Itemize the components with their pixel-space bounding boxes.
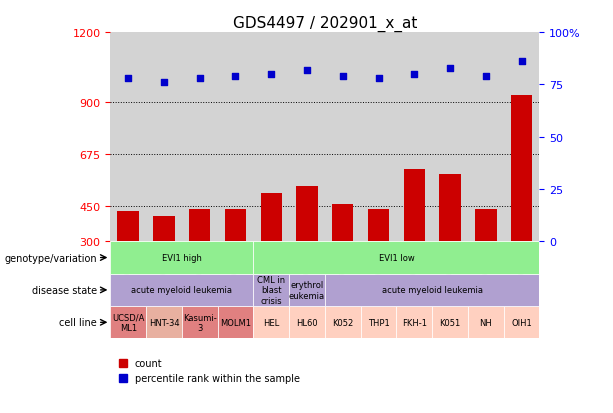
FancyBboxPatch shape [325, 274, 539, 306]
FancyBboxPatch shape [253, 306, 289, 339]
Text: MOLM1: MOLM1 [220, 318, 251, 327]
Bar [261, 193, 282, 311]
Text: K052: K052 [332, 318, 353, 327]
Point [373, 76, 384, 82]
Text: erythrol
eukemia: erythrol eukemia [289, 280, 325, 300]
FancyBboxPatch shape [253, 274, 289, 306]
Point [409, 71, 419, 78]
Point [230, 74, 240, 80]
Text: THP1: THP1 [368, 318, 389, 327]
Title: GDS4497 / 202901_x_at: GDS4497 / 202901_x_at [233, 16, 417, 32]
FancyBboxPatch shape [146, 306, 182, 339]
Point [123, 76, 133, 82]
FancyBboxPatch shape [289, 274, 325, 306]
Text: acute myeloid leukemia: acute myeloid leukemia [131, 286, 232, 295]
Text: disease state: disease state [32, 285, 97, 295]
Text: acute myeloid leukemia: acute myeloid leukemia [382, 286, 482, 295]
Text: HEL: HEL [263, 318, 280, 327]
Point [445, 65, 455, 72]
FancyBboxPatch shape [110, 242, 253, 274]
Bar [475, 209, 497, 311]
Text: NH: NH [479, 318, 492, 327]
Bar [189, 209, 210, 311]
Point [481, 74, 490, 80]
Point [338, 74, 348, 80]
FancyBboxPatch shape [182, 306, 218, 339]
Point [517, 59, 527, 66]
FancyBboxPatch shape [468, 306, 504, 339]
Bar [511, 96, 532, 311]
Text: K051: K051 [440, 318, 460, 327]
Bar [368, 209, 389, 311]
Bar [440, 175, 461, 311]
Text: OIH1: OIH1 [511, 318, 532, 327]
Bar [153, 216, 175, 311]
FancyBboxPatch shape [432, 306, 468, 339]
FancyBboxPatch shape [325, 306, 360, 339]
Text: Kasumi-
3: Kasumi- 3 [183, 313, 216, 332]
Point [159, 80, 169, 86]
Text: FKH-1: FKH-1 [402, 318, 427, 327]
FancyBboxPatch shape [110, 274, 253, 306]
Point [195, 76, 205, 82]
Bar [118, 211, 139, 311]
FancyBboxPatch shape [218, 306, 253, 339]
Text: EVI1 low: EVI1 low [379, 254, 414, 262]
FancyBboxPatch shape [253, 242, 539, 274]
Point [302, 67, 312, 74]
FancyBboxPatch shape [504, 306, 539, 339]
Bar [403, 170, 425, 311]
FancyBboxPatch shape [289, 306, 325, 339]
Text: UCSD/A
ML1: UCSD/A ML1 [112, 313, 145, 332]
FancyBboxPatch shape [360, 306, 397, 339]
Bar [332, 205, 354, 311]
Text: HL60: HL60 [296, 318, 318, 327]
Bar [296, 186, 318, 311]
Legend: count, percentile rank within the sample: count, percentile rank within the sample [115, 354, 303, 387]
Bar [225, 209, 246, 311]
Text: genotype/variation: genotype/variation [4, 253, 97, 263]
Text: CML in
blast
crisis: CML in blast crisis [257, 275, 285, 305]
Text: HNT-34: HNT-34 [149, 318, 179, 327]
Point [266, 71, 276, 78]
Text: EVI1 high: EVI1 high [162, 254, 202, 262]
FancyBboxPatch shape [110, 306, 146, 339]
Text: cell line: cell line [59, 318, 97, 328]
FancyBboxPatch shape [397, 306, 432, 339]
